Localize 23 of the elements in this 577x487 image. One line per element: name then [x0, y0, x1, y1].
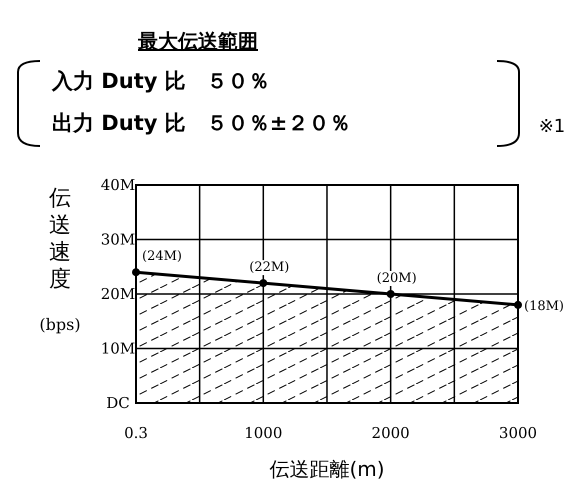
x-tick-label: 2000	[372, 424, 410, 442]
data-label: (22M)	[249, 260, 290, 276]
x-axis-title: 伝送距離(m)	[269, 457, 385, 481]
text: ※1	[538, 116, 566, 137]
text: 出力 Duty 比 ５０％±２０％	[52, 111, 350, 135]
point	[514, 300, 522, 309]
y-tick-label: 30M	[100, 230, 136, 248]
x-tick-label: 1000	[244, 424, 282, 442]
chart-title: 最大伝送範囲	[137, 29, 258, 53]
x-tick-label: 0.3	[124, 424, 148, 442]
data-label: (24M)	[142, 249, 182, 264]
y-tick-label: 40M	[100, 176, 136, 194]
point	[386, 290, 395, 298]
y-tick-label: 20M	[100, 285, 136, 303]
y-axis-title: 伝送速度 (bps)	[39, 186, 81, 334]
point	[259, 279, 268, 288]
data-label: (20M)	[376, 271, 417, 286]
y-tick-label: DC	[106, 394, 130, 412]
y-tick-label: 10M	[100, 340, 136, 358]
x-tick-label: 3000	[498, 424, 538, 442]
data-label: (18M)	[524, 298, 564, 314]
point	[132, 268, 140, 276]
text: 入力 Duty 比 ５０％	[51, 69, 270, 93]
